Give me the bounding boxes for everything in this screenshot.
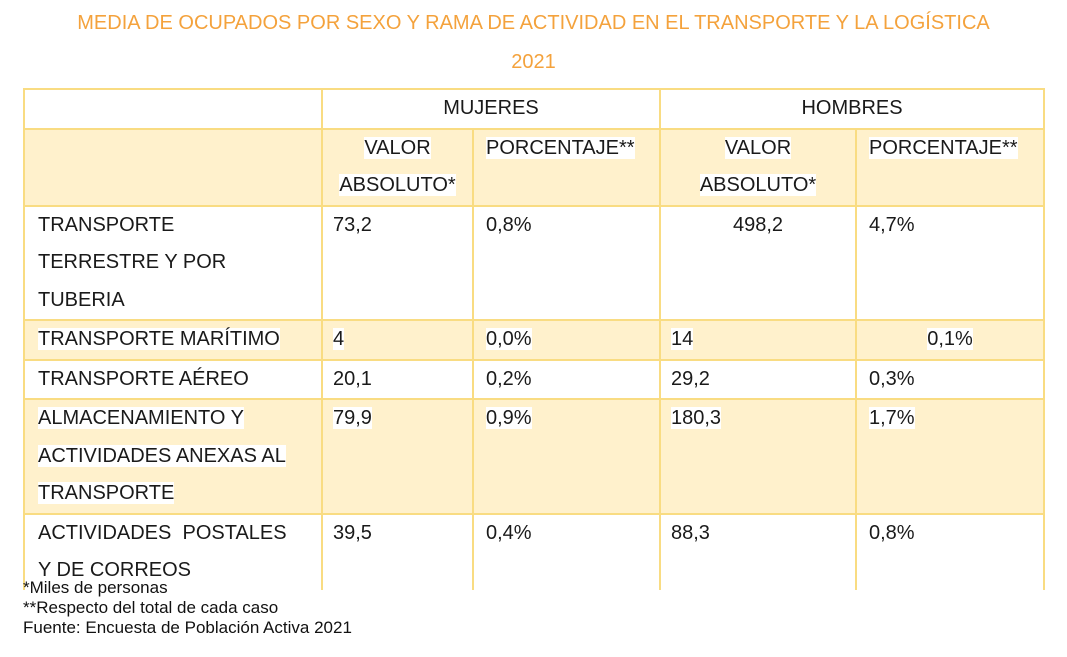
footnote-miles: *Miles de personas [23, 578, 168, 597]
header-h-valor: VALOR ABSOLUTO* [659, 127, 857, 207]
row-label: ALMACENAMIENTO Y ACTIVIDADES ANEXAS AL TRA… [23, 398, 323, 515]
table-row: ACTIVIDADES POSTALES Y DE CORREOS 39,5 0,… [23, 512, 1045, 590]
h-abs: 88,3 [659, 512, 857, 590]
h-pct: 1,7% [855, 398, 1045, 515]
m-pct: 0,2% [472, 358, 661, 400]
m-pct: 0,4% [472, 512, 661, 590]
h-abs: 498,2 [659, 204, 857, 321]
h-pct: 0,8% [855, 512, 1045, 590]
h-pct: 4,7% [855, 204, 1045, 321]
row-label: TRANSPORTE AÉREO [23, 358, 323, 400]
h-abs: 180,3 [659, 398, 857, 515]
h-pct: 0,3% [855, 358, 1045, 400]
footnotes: *Miles de personas **Respecto del total … [23, 578, 352, 638]
table-year: 2021 [511, 51, 556, 73]
h-abs: 14 [659, 319, 857, 361]
m-abs: 39,5 [321, 512, 474, 590]
table-row: TRANSPORTE MARÍTIMO 4 0,0% 14 0,1% [23, 319, 1045, 361]
row-label: TRANSPORTE MARÍTIMO [23, 319, 323, 361]
table-row: ALMACENAMIENTO Y ACTIVIDADES ANEXAS AL TRA… [23, 398, 1045, 515]
group-header-row: MUJERES HOMBRES [23, 88, 1045, 130]
m-abs: 20,1 [321, 358, 474, 400]
header-h-porcentaje: PORCENTAJE** [855, 127, 1045, 207]
header-hombres: HOMBRES [659, 88, 1045, 130]
m-abs: 4 [321, 319, 474, 361]
subheader-row: VALOR ABSOLUTO* PORCENTAJE** VALOR ABSOLUT… [23, 127, 1045, 207]
row-label: TRANSPORTE TERRESTRE Y POR TUBERIA [23, 204, 323, 321]
footnote-respecto: **Respecto del total de cada caso [23, 598, 279, 617]
m-abs: 79,9 [321, 398, 474, 515]
m-pct: 0,0% [472, 319, 661, 361]
row-label: ACTIVIDADES POSTALES Y DE CORREOS [23, 512, 323, 590]
h-pct: 0,1% [855, 319, 1045, 361]
m-pct: 0,9% [472, 398, 661, 515]
m-abs: 73,2 [321, 204, 474, 321]
source-note: Fuente: Encuesta de Población Activa 202… [23, 618, 352, 637]
m-pct: 0,8% [472, 204, 661, 321]
h-abs: 29,2 [659, 358, 857, 400]
header-m-valor: VALOR ABSOLUTO* [321, 127, 474, 207]
header-m-porcentaje: PORCENTAJE** [472, 127, 661, 207]
table-title: MEDIA DE OCUPADOS POR SEXO Y RAMA DE ACT… [77, 12, 990, 34]
empty-corner [23, 88, 323, 130]
empty-subheader [23, 127, 323, 207]
table-row: TRANSPORTE AÉREO 20,1 0,2% 29,2 0,3% [23, 358, 1045, 400]
table-row: TRANSPORTE TERRESTRE Y POR TUBERIA 73,2 0,… [23, 204, 1045, 321]
header-mujeres: MUJERES [321, 88, 661, 130]
employment-table: MUJERES HOMBRES VALOR ABSOLUTO* PORCENTAJ… [23, 88, 1045, 590]
